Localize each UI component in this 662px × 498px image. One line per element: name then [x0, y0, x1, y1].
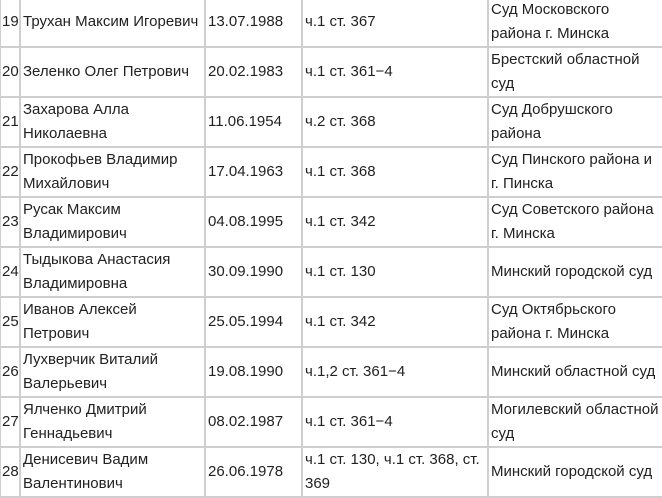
birth-date: 13.07.1988	[204, 0, 303, 48]
row-number: 19	[0, 0, 21, 48]
court: Суд Октябрьского района г. Минска	[487, 296, 662, 348]
table-row: 25 Иванов Алексей Петрович 25.05.1994 ч.1 с…	[0, 296, 662, 348]
person-name: Зеленко Олег Петрович	[19, 46, 206, 98]
court: Брестский областной суд	[487, 46, 662, 98]
birth-date: 26.06.1978	[204, 446, 303, 498]
person-name: Русак Максим Владимирович	[19, 196, 206, 248]
row-number: 23	[0, 196, 21, 248]
article: ч.1 ст. 342	[301, 296, 489, 348]
article: ч.1 ст. 368	[301, 146, 489, 198]
court: Минский городской суд	[487, 246, 662, 298]
court: Минский областной суд	[487, 346, 662, 398]
court: Минский городской суд	[487, 446, 662, 498]
article: ч.1 ст. 361−4	[301, 46, 489, 98]
table-row: 19 Трухан Максим Игоревич 13.07.1988 ч.1 ст…	[0, 0, 662, 48]
article: ч.1 ст. 361−4	[301, 396, 489, 448]
row-number: 24	[0, 246, 21, 298]
table-row: 27 Ялченко Дмитрий Геннадьевич 08.02.1987 ч…	[0, 396, 662, 448]
row-number: 28	[0, 446, 21, 498]
table-row: 26 Лухверчик Виталий Валерьевич 19.08.1990…	[0, 346, 662, 398]
row-number: 26	[0, 346, 21, 398]
article: ч.2 ст. 368	[301, 96, 489, 148]
row-number: 22	[0, 146, 21, 198]
article: ч.1 ст. 342	[301, 196, 489, 248]
table-row: 28 Денисевич Вадим Валентинович 26.06.1978…	[0, 446, 662, 498]
birth-date: 08.02.1987	[204, 396, 303, 448]
article: ч.1 ст. 130, ч.1 ст. 368, ст. 369	[301, 446, 489, 498]
row-number: 25	[0, 296, 21, 348]
person-name: Иванов Алексей Петрович	[19, 296, 206, 348]
birth-date: 11.06.1954	[204, 96, 303, 148]
court: Суд Добрушского района	[487, 96, 662, 148]
birth-date: 30.09.1990	[204, 246, 303, 298]
person-name: Лухверчик Виталий Валерьевич	[19, 346, 206, 398]
table-row: 21 Захарова Алла Николаевна 11.06.1954 ч.2 …	[0, 96, 662, 148]
table-row: 20 Зеленко Олег Петрович 20.02.1983 ч.1 ст.…	[0, 46, 662, 98]
birth-date: 19.08.1990	[204, 346, 303, 398]
birth-date: 20.02.1983	[204, 46, 303, 98]
row-number: 21	[0, 96, 21, 148]
row-number: 20	[0, 46, 21, 98]
person-name: Трухан Максим Игоревич	[19, 0, 206, 48]
court: Суд Советского района г. Минска	[487, 196, 662, 248]
row-number: 27	[0, 396, 21, 448]
article: ч.1 ст. 367	[301, 0, 489, 48]
person-name: Денисевич Вадим Валентинович	[19, 446, 206, 498]
table-row: 23 Русак Максим Владимирович 04.08.1995 ч.1…	[0, 196, 662, 248]
birth-date: 25.05.1994	[204, 296, 303, 348]
person-name: Прокофьев Владимир Михайлович	[19, 146, 206, 198]
article: ч.1,2 ст. 361−4	[301, 346, 489, 398]
court: Суд Московского района г. Минска	[487, 0, 662, 48]
birth-date: 04.08.1995	[204, 196, 303, 248]
person-name: Ялченко Дмитрий Геннадьевич	[19, 396, 206, 448]
person-name: Тыдыкова Анастасия Владимировна	[19, 246, 206, 298]
court: Суд Пинского района и г. Пинска	[487, 146, 662, 198]
birth-date: 17.04.1963	[204, 146, 303, 198]
court: Могилевский областной суд	[487, 396, 662, 448]
person-name: Захарова Алла Николаевна	[19, 96, 206, 148]
table-row: 22 Прокофьев Владимир Михайлович 17.04.196…	[0, 146, 662, 198]
table-row: 24 Тыдыкова Анастасия Владимировна 30.09.1…	[0, 246, 662, 298]
article: ч.1 ст. 130	[301, 246, 489, 298]
